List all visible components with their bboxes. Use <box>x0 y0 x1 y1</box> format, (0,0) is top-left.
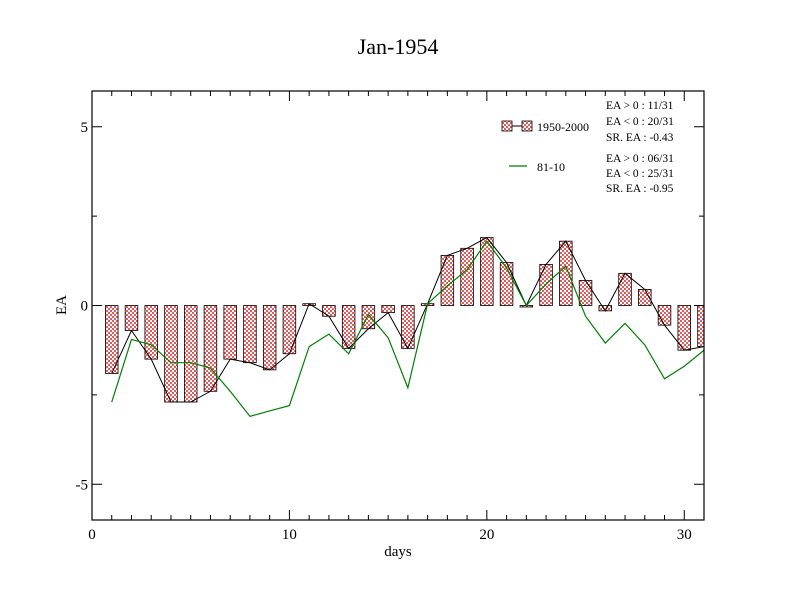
series-line-1950-2000 <box>111 236 704 403</box>
legend-swatch-bar-left <box>501 120 513 132</box>
y-tick-label--5: -5 <box>76 477 89 493</box>
bar-day-23 <box>539 263 553 306</box>
y-tick-label-5: 5 <box>81 120 89 136</box>
legend-swatch-bar-right <box>521 120 533 132</box>
legend: 1950-2000 81-10 EA > 0 : 11/31 EA < 0 : … <box>501 100 674 195</box>
stats-ea-positive-1: EA > 0 : 11/31 <box>606 100 674 112</box>
bar-day-10 <box>282 305 297 355</box>
bar-day-30 <box>677 305 691 351</box>
x-tick-label-10: 10 <box>282 527 297 543</box>
bar-day-1 <box>105 305 119 374</box>
bar-day-9 <box>262 305 277 371</box>
stats-ea-negative-2: EA < 0 : 25/31 <box>606 168 674 180</box>
x-axis-label: days <box>384 544 412 560</box>
x-tick-label-30: 30 <box>677 527 692 543</box>
bar-day-8 <box>243 305 257 364</box>
x-tick-label-20: 20 <box>479 527 494 543</box>
stats-sr-ea-1: SR. EA : -0.43 <box>606 132 674 144</box>
bar-day-15 <box>381 305 395 314</box>
bar-day-6 <box>203 305 218 392</box>
lines <box>111 236 704 418</box>
stats-sr-ea-2: SR. EA : -0.95 <box>606 183 674 195</box>
x-tick-label-0: 0 <box>88 527 96 543</box>
stats-ea-negative-1: EA < 0 : 20/31 <box>606 116 674 128</box>
bar-day-12 <box>322 305 336 317</box>
bar-day-16 <box>401 305 415 349</box>
chart-title: Jan-1954 <box>358 34 439 59</box>
bar-day-19 <box>460 247 474 306</box>
bar-day-4 <box>164 305 178 403</box>
bar-day-3 <box>144 305 158 360</box>
bar-day-29 <box>657 305 672 326</box>
y-axis-label: EA <box>54 295 70 315</box>
axis-ticks: 0 10 20 30 -5 0 5 <box>76 91 705 543</box>
bar-day-7 <box>223 305 237 360</box>
bars <box>105 237 704 403</box>
stats-ea-positive-2: EA > 0 : 06/31 <box>606 153 674 165</box>
legend-label-1950-2000: 1950-2000 <box>537 120 589 134</box>
bar-day-2 <box>124 305 139 331</box>
bar-day-27 <box>618 272 632 306</box>
series-line-81-10 <box>111 240 704 418</box>
bar-day-25 <box>578 280 593 306</box>
bar-day-5 <box>183 305 198 403</box>
bar-day-18 <box>440 255 455 306</box>
legend-label-81-10: 81-10 <box>537 160 565 174</box>
y-tick-label-0: 0 <box>81 299 89 315</box>
